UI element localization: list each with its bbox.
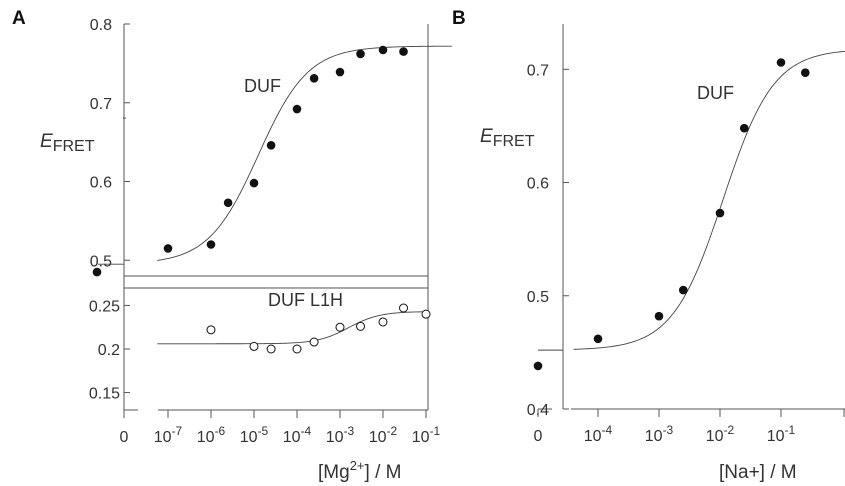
- a-top-point: [399, 47, 408, 56]
- a-top-point: [378, 45, 388, 55]
- a-x-tick-label: 10-7: [154, 424, 183, 446]
- a-bottom-point: [421, 309, 431, 319]
- b-point: [654, 311, 664, 321]
- a-bottom-y-tick-label: 0.2: [98, 342, 120, 359]
- b-x-tick-label: 10-4: [584, 423, 613, 445]
- a-bottom-point: [335, 322, 345, 332]
- a-top-fit-curve: [157, 45, 452, 261]
- a-bottom-point: [249, 341, 259, 351]
- a-top-point-zero: [92, 267, 102, 277]
- b-point-zero: [533, 361, 543, 371]
- a-top-point: [356, 49, 365, 59]
- a-x-tick-label: 10-2: [369, 424, 398, 446]
- a-top-point: [223, 198, 233, 208]
- b-x-tick-label: 10-2: [706, 423, 735, 445]
- a-top-y-tick-label: 0.6: [90, 175, 112, 192]
- a-x-axis-label: [Mg2+] / M: [318, 458, 401, 483]
- a-top-point: [266, 140, 276, 150]
- a-bottom-point: [292, 344, 302, 354]
- b-x-axis-label: [Na+] / M: [719, 462, 797, 483]
- a-bottom-point: [378, 317, 388, 327]
- a-top-point: [309, 74, 319, 83]
- b-point: [739, 123, 749, 133]
- a-bottom-point: [399, 303, 409, 313]
- a-top-y-tick-label: 0.5: [90, 253, 112, 270]
- a-bottom-series-label: DUF L1H: [268, 290, 343, 310]
- b-point: [593, 334, 603, 344]
- a-bottom-point: [309, 337, 319, 347]
- a-x-tick-label: 10-1: [412, 424, 441, 446]
- b-y-tick-label: 0.5: [527, 289, 549, 306]
- a-bottom-fit-curve: [157, 311, 427, 345]
- b-point: [776, 58, 786, 67]
- b-point: [715, 208, 725, 218]
- panel-label-a: A: [12, 8, 26, 29]
- a-top-point: [163, 244, 173, 253]
- b-x-tick-label: 10-1: [767, 423, 796, 445]
- b-y-tick-label: 0.7: [527, 62, 549, 79]
- a-x-tick-label: 10-6: [197, 424, 226, 446]
- a-top-point: [292, 104, 302, 114]
- a-x-tick-label: 10-3: [326, 424, 355, 446]
- b-point: [678, 285, 688, 295]
- a-bottom-point: [266, 344, 276, 354]
- b-point: [800, 68, 810, 77]
- b-y-tick-label: 0.6: [527, 176, 549, 193]
- a-x-tick-label: 0: [120, 429, 129, 446]
- a-top-y-tick-label: 0.7: [90, 96, 112, 113]
- a-top-y-tick-label: 0.8: [90, 17, 112, 34]
- a-top-point: [335, 67, 345, 77]
- a-x-tick-label: 10-5: [240, 424, 269, 446]
- a-top-series-label: DUF: [244, 76, 281, 96]
- panel-label-b: B: [452, 8, 466, 29]
- a-bottom-point: [356, 321, 366, 331]
- a-y-axis-label: EFRET: [40, 131, 95, 155]
- a-top-point: [206, 240, 216, 249]
- b-fit-curve: [573, 50, 845, 350]
- b-x-tick-label: 10-3: [645, 423, 674, 445]
- a-bottom-point: [206, 325, 216, 335]
- b-y-axis-label: EFRET: [480, 126, 535, 150]
- a-top-point: [249, 178, 259, 188]
- a-bottom-y-tick-label: 0.25: [89, 298, 120, 315]
- a-x-tick-label: 10-4: [283, 424, 312, 446]
- b-series-label: DUF: [697, 83, 734, 103]
- a-bottom-y-tick-label: 0.15: [89, 386, 120, 403]
- b-x-tick-label: 0: [534, 428, 543, 445]
